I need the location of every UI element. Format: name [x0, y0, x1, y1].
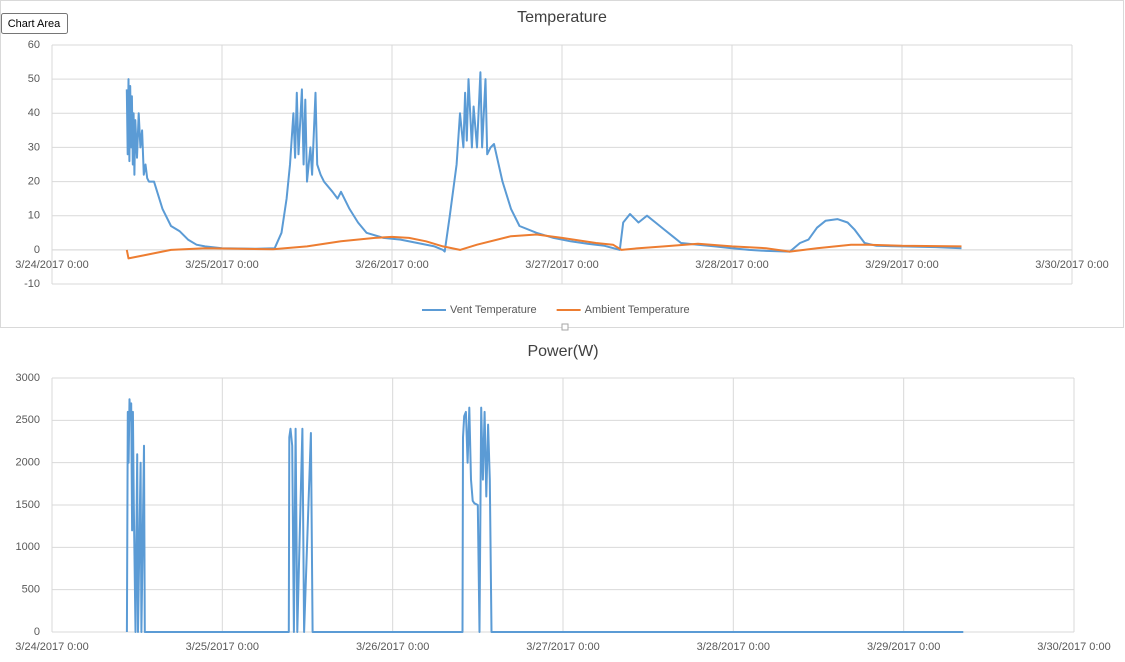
x-tick-label: 3/27/2017 0:00: [525, 259, 598, 271]
y-tick-label: 1000: [16, 541, 40, 553]
series-line: [125, 233, 962, 260]
resize-handle[interactable]: [561, 323, 569, 331]
series-line: [125, 398, 964, 633]
y-tick-label: 30: [28, 141, 40, 153]
x-tick-label: 3/26/2017 0:00: [355, 259, 428, 271]
x-tick-label: 3/24/2017 0:00: [15, 259, 88, 271]
x-tick-label: 3/29/2017 0:00: [865, 259, 938, 271]
x-tick-label: 3/30/2017 0:00: [1035, 259, 1108, 271]
y-tick-label: 1500: [16, 499, 40, 511]
y-tick-label: 3000: [16, 372, 40, 384]
y-tick-label: 500: [22, 584, 40, 596]
y-tick-label: 2000: [16, 457, 40, 469]
y-tick-label: 2500: [16, 414, 40, 426]
y-tick-label: 0: [34, 244, 40, 256]
tooltip-text: Chart Area: [8, 18, 61, 30]
x-tick-label: 3/27/2017 0:00: [526, 641, 599, 653]
x-tick-label: 3/28/2017 0:00: [695, 259, 768, 271]
x-tick-label: 3/25/2017 0:00: [186, 641, 259, 653]
y-tick-label: 20: [28, 175, 40, 187]
x-tick-label: 3/24/2017 0:00: [15, 641, 88, 653]
y-tick-label: 40: [28, 107, 40, 119]
y-tick-label: 60: [28, 39, 40, 51]
x-tick-label: 3/29/2017 0:00: [867, 641, 940, 653]
legend-label: Ambient Temperature: [585, 304, 690, 316]
legend-label: Vent Temperature: [450, 304, 537, 316]
x-tick-label: 3/28/2017 0:00: [697, 641, 770, 653]
x-tick-label: 3/30/2017 0:00: [1037, 641, 1110, 653]
y-tick-label: 10: [28, 210, 40, 222]
series-line: [125, 71, 962, 253]
x-tick-label: 3/25/2017 0:00: [185, 259, 258, 271]
y-tick-label: 50: [28, 73, 40, 85]
x-tick-label: 3/26/2017 0:00: [356, 641, 429, 653]
y-tick-label: -10: [24, 278, 40, 290]
tooltip: Chart Area: [1, 13, 68, 34]
y-tick-label: 0: [34, 626, 40, 638]
chart-title: Temperature: [517, 9, 607, 26]
chart-title: Power(W): [527, 343, 598, 360]
tooltip-box: [1, 13, 68, 34]
